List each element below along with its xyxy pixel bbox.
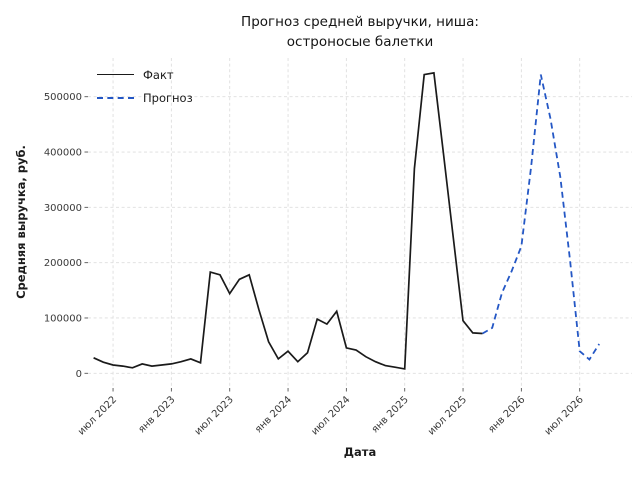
x-tick-label: июл 2026 <box>543 394 586 437</box>
legend-item-fact: Факт <box>97 63 193 86</box>
chart-legend: Факт Прогноз <box>97 63 193 109</box>
y-tick-label: 300000 <box>44 203 82 214</box>
y-tick-label: 0 <box>76 369 82 380</box>
y-tick-label: 500000 <box>44 92 82 103</box>
legend-label-forecast: Прогноз <box>143 90 193 105</box>
y-tick-label: 200000 <box>44 258 82 269</box>
x-axis-label: Дата <box>343 445 377 459</box>
y-axis-label: Средняя выручка, руб. <box>14 145 28 299</box>
forecast-line-swatch-icon <box>97 96 134 99</box>
x-tick-label: янв 2023 <box>136 394 177 435</box>
x-tick-label: янв 2024 <box>253 394 294 435</box>
y-tick-label: 100000 <box>44 313 82 324</box>
x-tick-label: янв 2025 <box>370 394 411 435</box>
fact-line-swatch-icon <box>97 74 134 75</box>
y-tick-label: 400000 <box>44 148 82 159</box>
chart-title-line2: остроносые балетки <box>286 34 434 51</box>
forecast-line <box>482 74 600 361</box>
x-tick-label: июл 2022 <box>76 394 119 437</box>
legend-label-fact: Факт <box>143 67 174 82</box>
x-tick-label: янв 2026 <box>486 394 527 435</box>
x-tick-label: июл 2025 <box>426 394 469 437</box>
x-tick-label: июл 2023 <box>193 394 236 437</box>
chart-title: Прогноз средней выручки, ниша: остроносы… <box>88 12 632 53</box>
chart-title-line1: Прогноз средней выручки, ниша: <box>241 14 479 30</box>
fact-line <box>93 71 483 370</box>
legend-item-forecast: Прогноз <box>97 86 193 109</box>
x-tick-label: июл 2024 <box>309 394 352 437</box>
